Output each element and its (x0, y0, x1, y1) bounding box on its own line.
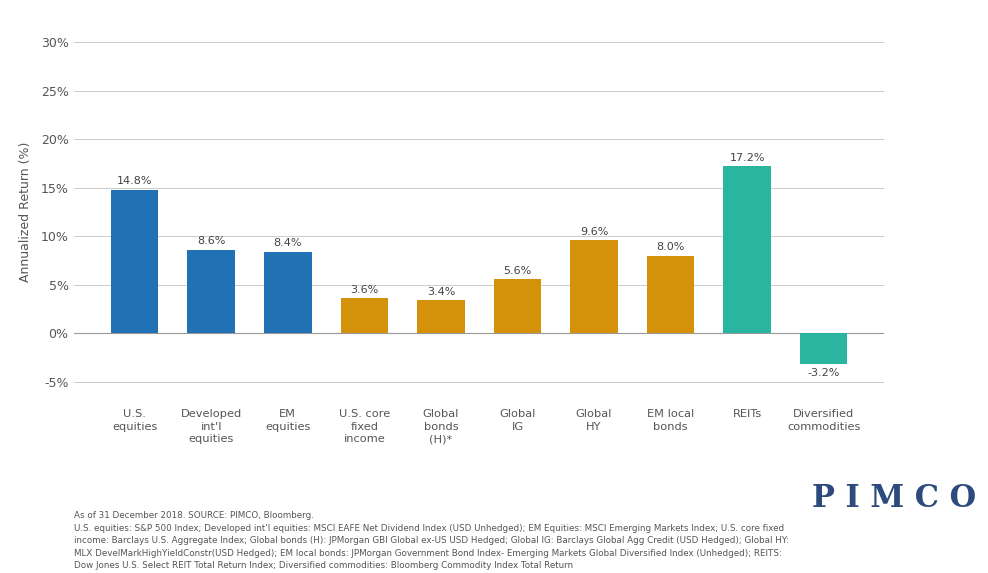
Text: 8.0%: 8.0% (656, 242, 685, 252)
Bar (570, 240, 618, 333)
Y-axis label: Annualized Return (%): Annualized Return (%) (20, 142, 33, 282)
Bar (494, 279, 541, 333)
Bar (723, 166, 771, 333)
Bar (800, 333, 848, 364)
Text: As of 31 December 2018. SOURCE: PIMCO, Bloomberg.
U.S. equities: S&P 500 Index; : As of 31 December 2018. SOURCE: PIMCO, B… (74, 511, 789, 570)
Bar (264, 252, 311, 333)
Bar (417, 300, 464, 333)
Text: -3.2%: -3.2% (807, 368, 840, 378)
Text: 8.4%: 8.4% (274, 238, 302, 248)
Text: 8.6%: 8.6% (197, 237, 225, 246)
Text: 3.4%: 3.4% (427, 287, 455, 297)
Text: 9.6%: 9.6% (580, 227, 609, 237)
Bar (647, 256, 695, 333)
Bar (341, 299, 388, 333)
Text: 14.8%: 14.8% (117, 176, 152, 186)
Bar (111, 190, 158, 333)
Text: 17.2%: 17.2% (729, 153, 765, 163)
Text: 5.6%: 5.6% (503, 265, 532, 276)
Text: 3.6%: 3.6% (350, 285, 378, 295)
Bar (188, 250, 235, 333)
Text: P I M C O: P I M C O (812, 483, 976, 514)
